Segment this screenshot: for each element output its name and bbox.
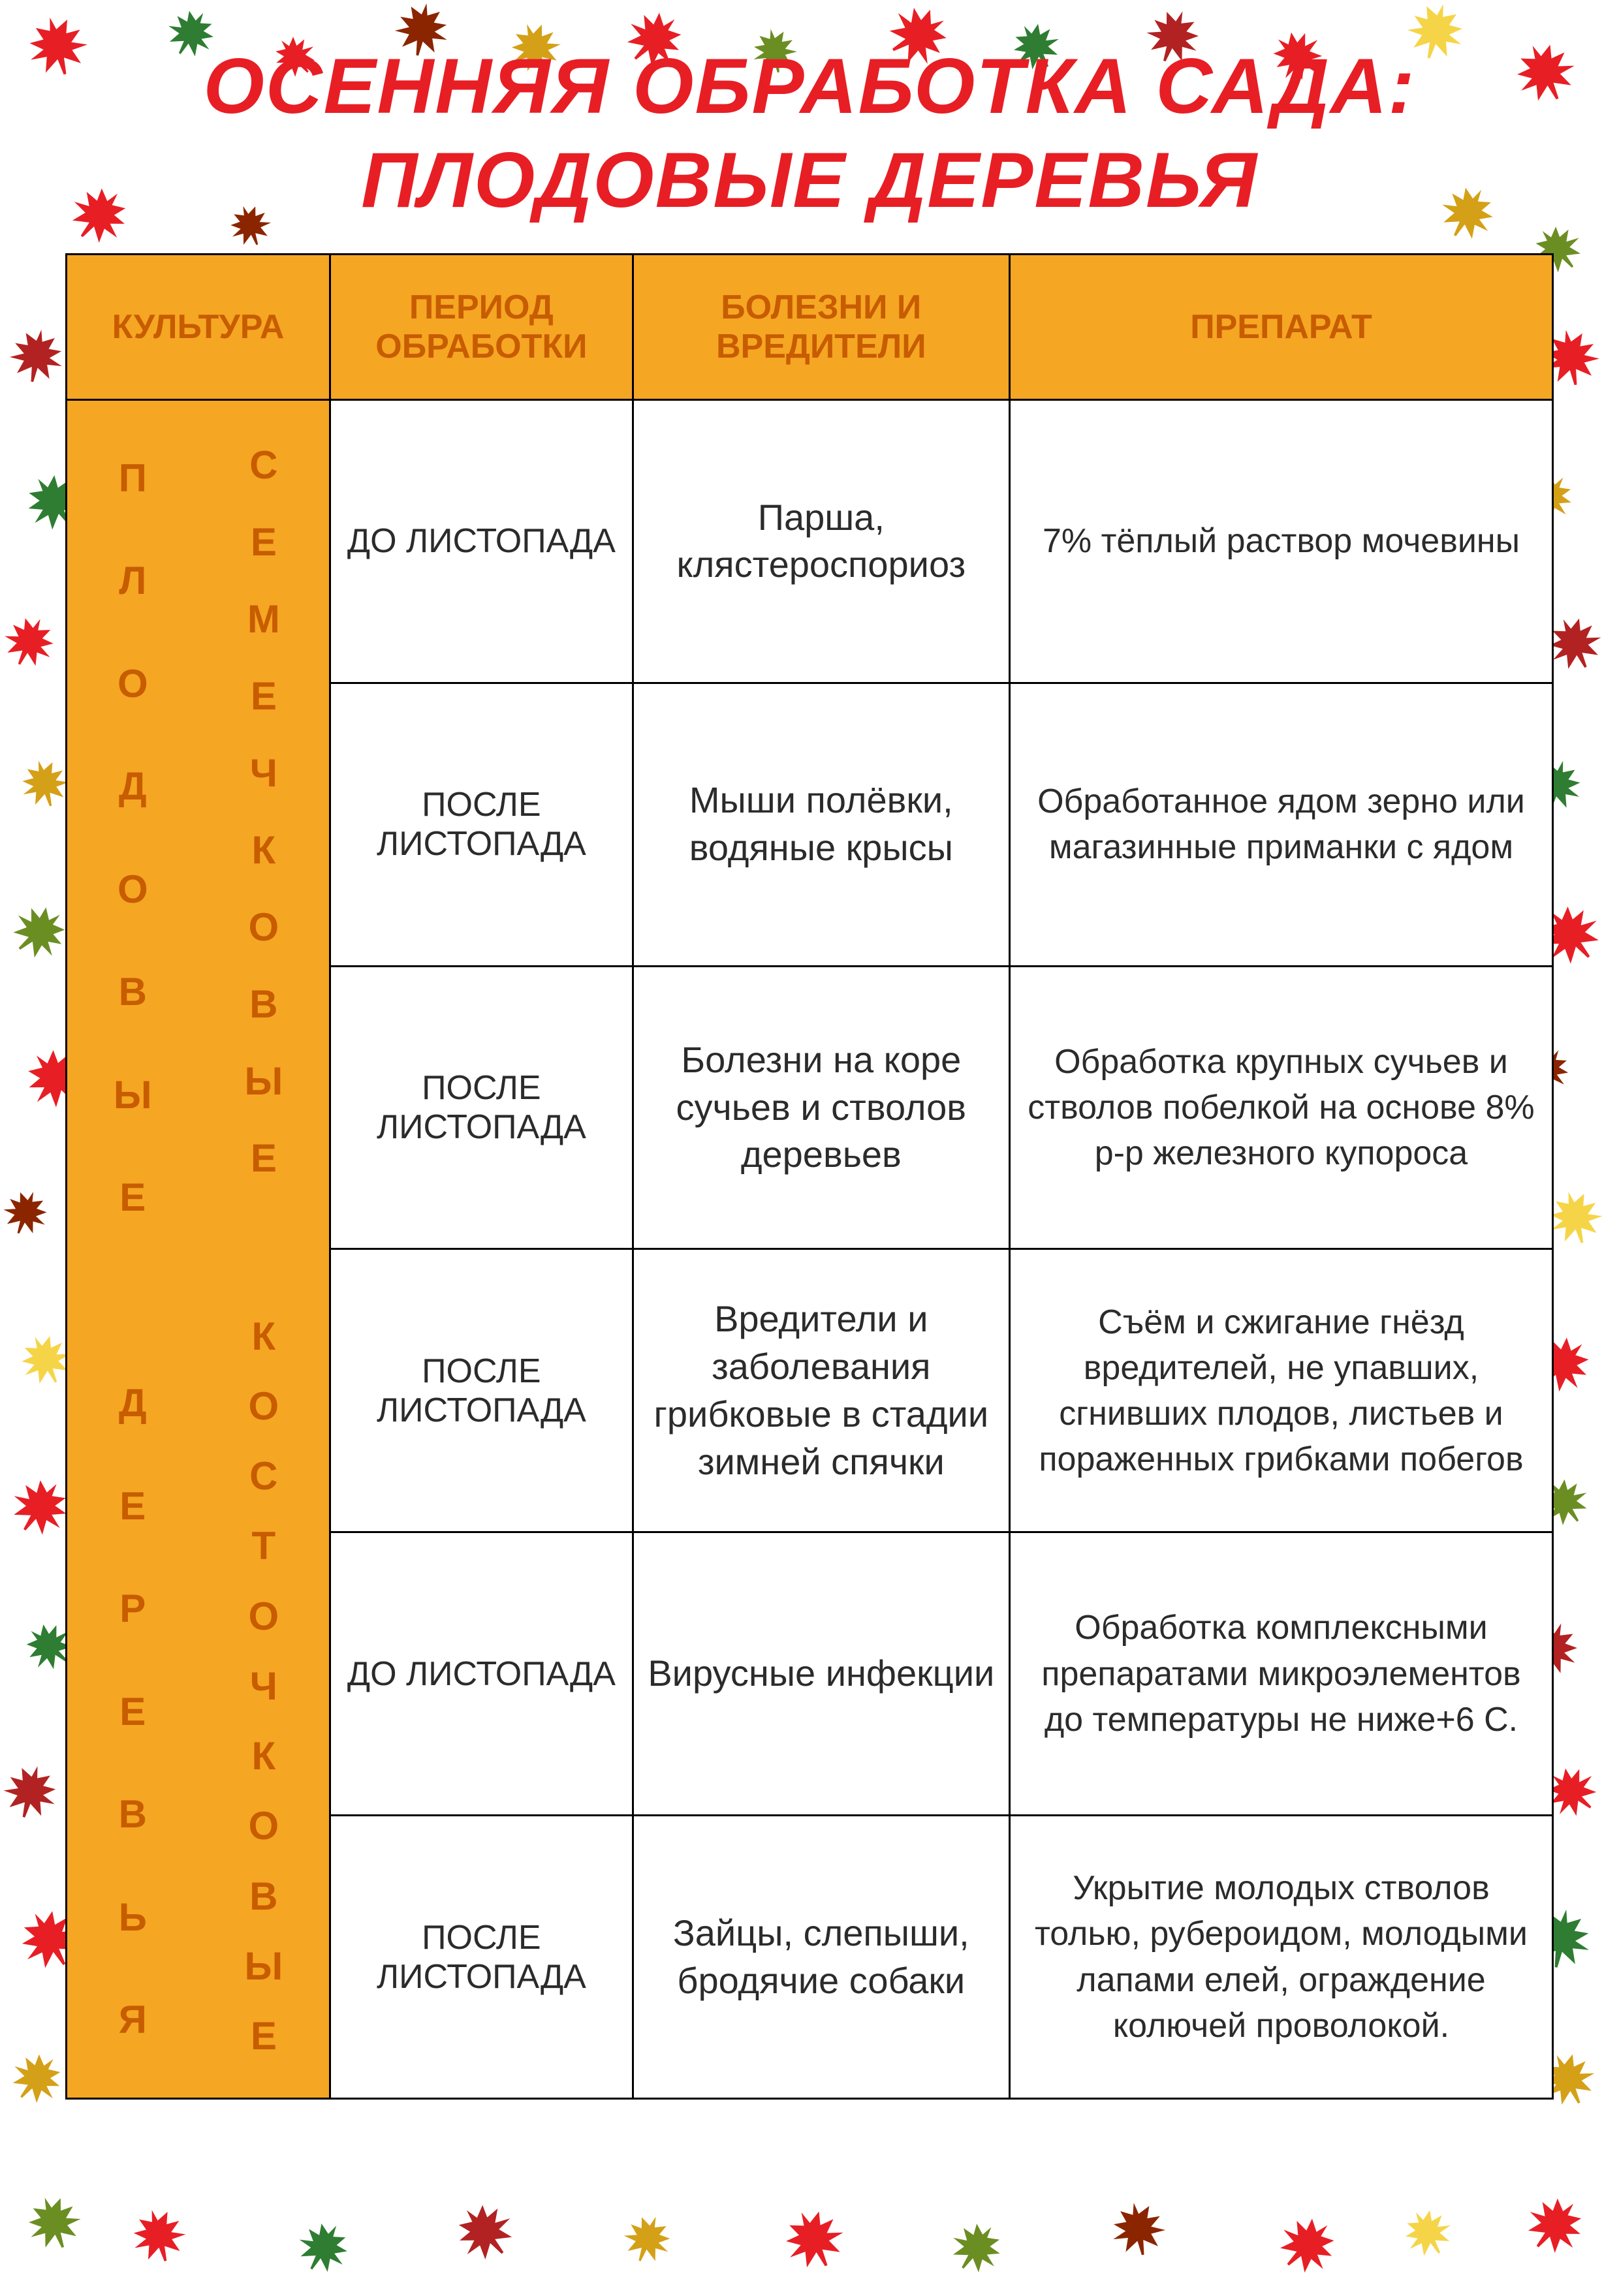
period-cell: ДО ЛИСТОПАДА — [330, 400, 633, 683]
leaf-icon — [1105, 2195, 1174, 2273]
disease-cell: Вредители и заболевания грибковые в стад… — [633, 1249, 1009, 1532]
vertical-label-main: ПЛОДОВЫЕДЕРЕВЬЯ — [114, 401, 152, 2098]
disease-cell: Мыши полёвки, водяные крысы — [633, 683, 1009, 966]
disease-cell: Парша, клястероспориоз — [633, 400, 1009, 683]
table-row: ПЛОДОВЫЕДЕРЕВЬЯСЕМЕЧКОВЫЕКОСТОЧКОВЫЕ ДО … — [67, 400, 1553, 683]
disease-cell: Вирусные инфекции — [633, 1532, 1009, 1816]
col-disease: БОЛЕЗНИ И ВРЕДИТЕЛИ — [633, 255, 1009, 400]
period-cell: ПОСЛЕ ЛИСТОПАДА — [330, 683, 633, 966]
col-culture: КУЛЬТУРА — [67, 255, 330, 400]
col-drug: ПРЕПАРАТ — [1009, 255, 1552, 400]
table-header-row: КУЛЬТУРА ПЕРИОД ОБРАБОТКИ БОЛЕЗНИ И ВРЕД… — [67, 255, 1553, 400]
vertical-label-sub1: СЕМЕЧКОВЫЕ — [244, 401, 283, 1223]
vertical-label-sub-container: СЕМЕЧКОВЫЕ КОСТОЧКОВЫЕ — [244, 401, 283, 2098]
col-period: ПЕРИОД ОБРАБОТКИ — [330, 255, 633, 400]
drug-cell: Обработка крупных сучьев и стволов побел… — [1009, 966, 1552, 1249]
title-line-1: ОСЕННЯЯ ОБРАБОТКА САДА: — [204, 42, 1416, 130]
page-title: ОСЕННЯЯ ОБРАБОТКА САДА: ПЛОДОВЫЕ ДЕРЕВЬЯ — [65, 39, 1554, 227]
leaf-icon — [770, 2195, 862, 2291]
leaf-icon — [1257, 2201, 1352, 2296]
drug-cell: 7% тёплый раствор мочевины — [1009, 400, 1552, 683]
disease-cell: Зайцы, слепыши, бродячие собаки — [633, 1816, 1009, 2099]
culture-cell: ПЛОДОВЫЕДЕРЕВЬЯ СЕМЕЧКОВЫЕ КОСТОЧКОВЫЕ — [67, 400, 330, 2099]
drug-cell: Съём и сжигание гнёзд вредителей, не упа… — [1009, 1249, 1552, 1532]
treatment-table: КУЛЬТУРА ПЕРИОД ОБРАБОТКИ БОЛЕЗНИ И ВРЕД… — [65, 253, 1554, 2100]
period-cell: ПОСЛЕ ЛИСТОПАДА — [330, 1816, 633, 2099]
leaf-icon — [1392, 2197, 1468, 2276]
drug-cell: Обработанное ядом зерно или магазинные п… — [1009, 683, 1552, 966]
leaf-icon — [16, 2185, 95, 2269]
leaf-icon — [612, 2205, 682, 2280]
leaf-icon — [281, 2209, 362, 2293]
leaf-icon — [1505, 2181, 1599, 2276]
period-cell: ПОСЛЕ ЛИСТОПАДА — [330, 966, 633, 1249]
leaf-icon — [123, 2199, 197, 2281]
period-cell: ПОСЛЕ ЛИСТОПАДА — [330, 1249, 633, 1532]
period-cell: ДО ЛИСТОПАДА — [330, 1532, 633, 1816]
drug-cell: Обработка комплексными препаратами микро… — [1009, 1532, 1552, 1816]
drug-cell: Укрытие молодых стволов толью, рубероидо… — [1009, 1816, 1552, 2099]
leaf-icon — [933, 2209, 1015, 2294]
disease-cell: Болезни на коре сучьев и стволов деревье… — [633, 966, 1009, 1249]
title-line-2: ПЛОДОВЫЕ ДЕРЕВЬЯ — [361, 136, 1258, 224]
leaf-icon — [441, 2188, 535, 2283]
vertical-label-sub2: КОСТОЧКОВЫЕ — [244, 1275, 283, 2098]
